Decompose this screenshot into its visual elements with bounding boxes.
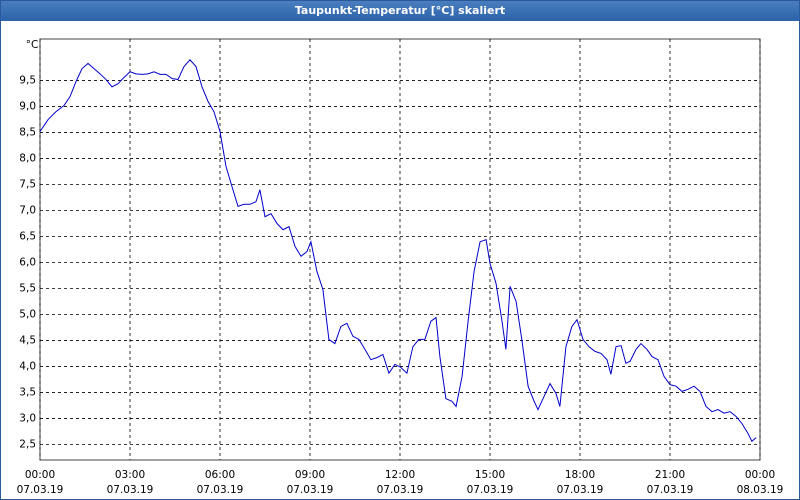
x-tick-label: 03:00 xyxy=(115,469,145,481)
y-tick-label: 8,5 xyxy=(19,127,36,139)
x-tick-label: 18:00 xyxy=(565,469,595,481)
y-tick-label: 7,5 xyxy=(19,179,36,191)
x-tick-date: 07.03.19 xyxy=(197,484,244,496)
y-tick-label: 6,0 xyxy=(19,256,36,268)
x-tick-label: 00:00 xyxy=(25,469,55,481)
x-tick-date: 07.03.19 xyxy=(557,484,604,496)
y-tick-label: 3,0 xyxy=(19,412,36,424)
data-line xyxy=(39,59,757,443)
x-tick-date: 07.03.19 xyxy=(647,484,694,496)
y-axis-label: °C xyxy=(26,39,39,51)
y-tick-label: 4,0 xyxy=(19,360,36,372)
x-tick-label: 21:00 xyxy=(655,469,685,481)
x-tick-label: 06:00 xyxy=(205,469,235,481)
y-tick-label: 9,0 xyxy=(19,101,36,113)
y-tick-label: 3,5 xyxy=(19,386,36,398)
x-tick-date: 07.03.19 xyxy=(107,484,154,496)
x-tick-date: 07.03.19 xyxy=(377,484,424,496)
y-tick-label: 8,0 xyxy=(19,153,36,165)
y-tick-label: 6,5 xyxy=(19,231,36,243)
title-bar: Taupunkt-Temperatur [°C] skaliert xyxy=(1,1,799,21)
y-tick-label: 4,5 xyxy=(19,334,36,346)
y-tick-label: 5,0 xyxy=(19,308,36,320)
y-tick-label: 7,0 xyxy=(19,205,36,217)
x-tick-label: 09:00 xyxy=(295,469,325,481)
x-tick-label: 12:00 xyxy=(385,469,415,481)
x-tick-date: 07.03.19 xyxy=(467,484,514,496)
y-tick-label: 5,5 xyxy=(19,282,36,294)
y-tick-label: 9,5 xyxy=(19,75,36,87)
x-tick-date: 07.03.19 xyxy=(17,484,64,496)
x-tick-label: 00:00 xyxy=(745,469,775,481)
y-tick-label: 2,5 xyxy=(19,438,36,450)
chart: °C 2,5 3,0 3,5 4,0 4,5 5,0 5,5 6,0 6,5 7,0 7,5 8,0 8… xyxy=(17,38,784,496)
x-tick-date: 07.03.19 xyxy=(287,484,334,496)
x-tick-date: 08.03.19 xyxy=(737,484,784,496)
x-tick-label: 15:00 xyxy=(475,469,505,481)
